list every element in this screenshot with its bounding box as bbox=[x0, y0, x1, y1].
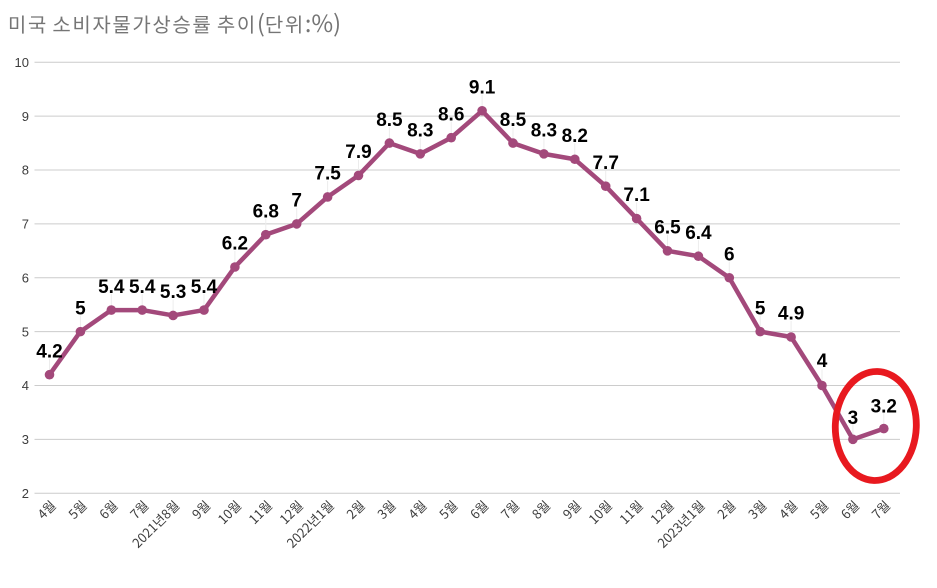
svg-text:5: 5 bbox=[22, 324, 29, 339]
svg-text:6.5: 6.5 bbox=[654, 218, 681, 239]
svg-text:8.6: 8.6 bbox=[438, 104, 464, 125]
svg-text:4.9: 4.9 bbox=[778, 304, 804, 325]
svg-text:6: 6 bbox=[22, 270, 29, 285]
svg-text:5.4: 5.4 bbox=[98, 277, 125, 298]
svg-text:9: 9 bbox=[22, 109, 29, 124]
svg-text:3: 3 bbox=[848, 408, 859, 429]
svg-text:8.5: 8.5 bbox=[376, 110, 403, 131]
svg-text:6.2: 6.2 bbox=[222, 234, 248, 255]
svg-text:7: 7 bbox=[291, 191, 302, 212]
svg-text:7.1: 7.1 bbox=[623, 185, 650, 206]
svg-text:6.8: 6.8 bbox=[253, 201, 279, 222]
svg-text:4: 4 bbox=[817, 351, 828, 372]
svg-text:2: 2 bbox=[22, 486, 29, 501]
svg-text:7.9: 7.9 bbox=[345, 142, 371, 163]
svg-text:8: 8 bbox=[22, 163, 29, 178]
svg-text:4: 4 bbox=[22, 378, 29, 393]
svg-text:9.1: 9.1 bbox=[469, 77, 496, 98]
svg-text:7: 7 bbox=[22, 217, 29, 232]
svg-text:5: 5 bbox=[75, 298, 86, 319]
svg-text:8.5: 8.5 bbox=[500, 110, 527, 131]
svg-text:3: 3 bbox=[22, 432, 29, 447]
svg-text:8.2: 8.2 bbox=[562, 126, 588, 147]
svg-text:4.2: 4.2 bbox=[36, 341, 62, 362]
svg-text:7.7: 7.7 bbox=[592, 153, 618, 174]
svg-text:10: 10 bbox=[15, 55, 29, 70]
svg-text:8.3: 8.3 bbox=[531, 121, 557, 142]
svg-text:7.5: 7.5 bbox=[314, 164, 341, 185]
svg-text:3.2: 3.2 bbox=[871, 396, 897, 417]
svg-text:6.4: 6.4 bbox=[685, 223, 712, 244]
svg-text:8.3: 8.3 bbox=[407, 121, 433, 142]
svg-text:5.4: 5.4 bbox=[191, 277, 218, 298]
svg-text:5.3: 5.3 bbox=[160, 282, 186, 303]
svg-text:6: 6 bbox=[724, 244, 735, 265]
svg-text:5.4: 5.4 bbox=[129, 277, 156, 298]
svg-text:5: 5 bbox=[755, 298, 766, 319]
